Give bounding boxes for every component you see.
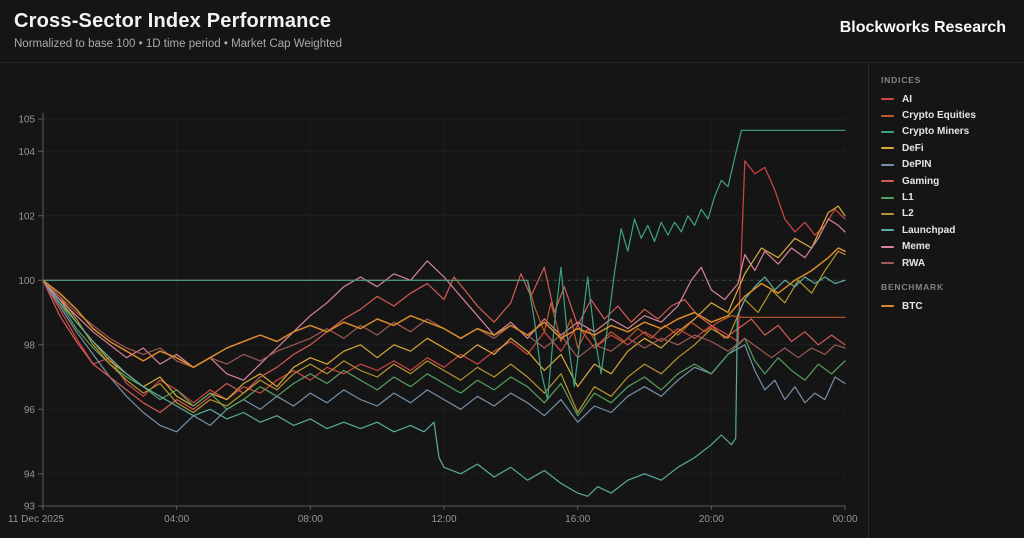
- y-tick-label: 96: [24, 405, 36, 416]
- legend-item-depin[interactable]: DePIN: [881, 157, 1024, 173]
- series-color-swatch: [881, 180, 894, 183]
- legend-item-defi[interactable]: DeFi: [881, 140, 1024, 156]
- legend-gap: [881, 271, 1024, 280]
- legend-item-label: L2: [902, 208, 914, 220]
- chart-canvas[interactable]: 93 94 96 98 100 102 104 105 11 Dec 2025 04:00 08:0…: [0, 64, 868, 538]
- legend-item-label: AI: [902, 93, 912, 105]
- legend-item-label: DeFi: [902, 142, 924, 154]
- legend-benchmark-header: BENCHMARK: [881, 282, 944, 293]
- legend-item-launchpad[interactable]: Launchpad: [881, 222, 1024, 238]
- series-color-swatch: [881, 98, 894, 101]
- legend-item-label: Crypto Miners: [902, 126, 970, 138]
- x-tick-label: 00:00: [832, 514, 857, 525]
- x-tick-label: 04:00: [164, 514, 189, 525]
- series-line-gaming[interactable]: [42, 266, 846, 414]
- legend-indices-header: INDICES: [881, 75, 922, 85]
- series-color-swatch: [881, 196, 894, 199]
- legend-item-label: Launchpad: [902, 224, 956, 236]
- series-line-launchpad[interactable]: [42, 276, 846, 497]
- series-color-swatch: [881, 305, 894, 308]
- legend-item-label: Meme: [902, 241, 931, 253]
- y-tick-label: 93: [24, 502, 36, 513]
- series-line-defi[interactable]: [42, 205, 846, 407]
- y-tick-label: 98: [24, 340, 36, 351]
- x-tick-label: 12:00: [431, 514, 456, 525]
- y-tick-label: 94: [24, 469, 36, 480]
- y-tick-label: 105: [18, 115, 35, 126]
- legend-item-ai[interactable]: AI: [881, 91, 1024, 107]
- legend-item-label: RWA: [902, 257, 926, 269]
- series-line-btc[interactable]: [42, 247, 846, 369]
- legend-item-crypto-miners[interactable]: Crypto Miners: [881, 124, 1024, 140]
- series-color-swatch: [881, 130, 894, 133]
- series-color-swatch: [881, 147, 894, 150]
- legend-item-crypto-equities[interactable]: Crypto Equities: [881, 107, 1024, 123]
- page-subtitle: Normalized to base 100 • 1D time period …: [14, 38, 343, 50]
- chart-header: Cross-Sector Index Performance Normalize…: [0, 0, 1024, 63]
- legend-item-gaming[interactable]: Gaming: [881, 173, 1024, 189]
- legend-item-label: Crypto Equities: [902, 110, 976, 122]
- page-title: Cross-Sector Index Performance: [14, 10, 332, 32]
- line-chart-svg[interactable]: 93 94 96 98 100 102 104 105 11 Dec 2025 04:00 08:0…: [0, 64, 868, 538]
- legend-item-l2[interactable]: L2: [881, 206, 1024, 222]
- x-tick-label: 16:00: [565, 514, 590, 525]
- legend-item-rwa[interactable]: RWA: [881, 255, 1024, 271]
- legend-item-label: L1: [902, 192, 914, 204]
- series-color-swatch: [881, 229, 894, 232]
- x-tick-label: 08:00: [298, 514, 323, 525]
- y-tick-label: 104: [18, 147, 35, 158]
- legend-indices-list: AI Crypto Equities Crypto Miners DeFi DePIN G…: [881, 91, 1024, 271]
- legend-benchmark-list: BTC: [881, 298, 1024, 314]
- series-color-swatch: [881, 212, 894, 215]
- x-tick-label: 11 Dec 2025: [8, 514, 64, 525]
- legend-item-label: BTC: [902, 300, 923, 312]
- legend-item-label: DePIN: [902, 159, 932, 171]
- series-color-swatch: [881, 114, 894, 117]
- legend-panel: INDICES AI Crypto Equities Crypto Miners De…: [868, 64, 1024, 538]
- brand-logo: Blockworks Research: [839, 19, 1006, 36]
- series-color-swatch: [881, 163, 894, 166]
- series-line-ai[interactable]: [42, 160, 846, 404]
- chart-main-row: 93 94 96 98 100 102 104 105 11 Dec 2025 04:00 08:0…: [0, 64, 1024, 538]
- series-line-crypto-miners[interactable]: [42, 129, 846, 401]
- y-tick-label: 100: [18, 276, 35, 287]
- legend-item-btc[interactable]: BTC: [881, 298, 1024, 314]
- series-line-depin[interactable]: [42, 279, 846, 433]
- series-color-swatch: [881, 262, 894, 265]
- series-line-crypto-equities[interactable]: [42, 279, 846, 349]
- series-color-swatch: [881, 245, 894, 248]
- x-tick-label: 20:00: [699, 514, 724, 525]
- y-tick-label: 102: [18, 211, 35, 222]
- legend-item-l1[interactable]: L1: [881, 189, 1024, 205]
- legend-item-meme[interactable]: Meme: [881, 239, 1024, 255]
- legend-item-label: Gaming: [902, 175, 940, 187]
- series-line-l1[interactable]: [42, 279, 846, 417]
